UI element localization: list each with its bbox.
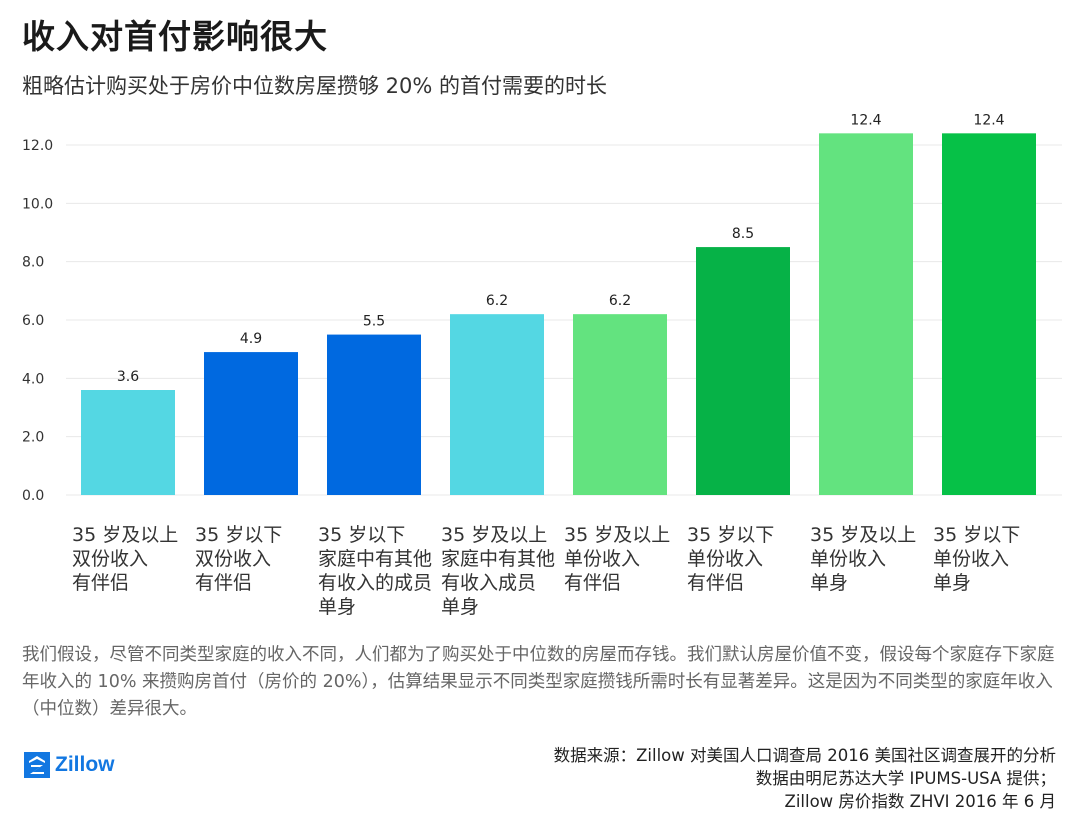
y-tick-label: 10.0 — [22, 196, 53, 212]
source-note: 数据来源：Zillow 对美国人口调查局 2016 美国社区调查展开的分析 数据… — [554, 744, 1056, 813]
bar — [204, 352, 298, 495]
bar — [450, 314, 544, 495]
bar — [819, 133, 913, 496]
bar-value-label: 3.6 — [117, 369, 139, 385]
bar-value-label: 12.4 — [850, 112, 881, 128]
zillow-logo-text: Zillow — [55, 753, 115, 776]
category-label: 35 岁以下 双份收入 有伴侣 — [195, 524, 283, 594]
y-tick-label: 6.0 — [22, 313, 44, 329]
bar — [942, 133, 1036, 496]
source-line: 数据由明尼苏达大学 IPUMS-USA 提供； — [755, 769, 1056, 788]
y-tick-label: 4.0 — [22, 371, 44, 387]
bar — [81, 390, 175, 495]
zillow-logo-icon — [24, 752, 50, 778]
category-label: 35 岁及以上 单份收入 单身 — [810, 524, 917, 594]
category-label: 35 岁以下 单份收入 单身 — [933, 524, 1021, 594]
zillow-logo: Zillow — [24, 752, 115, 778]
chart-subtitle: 粗略估计购买处于房价中位数房屋攒够 20% 的首付需要的时长 — [22, 74, 608, 98]
footnote-text: 我们假设，尽管不同类型家庭的收入不同，人们都为了购买处于中位数的房屋而存钱。我们… — [22, 645, 1055, 719]
y-tick-label: 2.0 — [22, 430, 44, 446]
category-label: 35 岁及以上 家庭中有其他 有收入成员 单身 — [441, 524, 556, 618]
bar-value-label: 4.9 — [240, 331, 262, 347]
chart-title: 收入对首付影响很大 — [22, 17, 328, 56]
y-tick-label: 12.0 — [22, 138, 53, 154]
source-line: Zillow 房价指数 ZHVI 2016 年 6 月 — [784, 792, 1056, 811]
bar — [696, 247, 790, 495]
category-label: 35 岁以下 家庭中有其他 有收入的成员 单身 — [318, 524, 433, 618]
category-label: 35 岁及以上 双份收入 有伴侣 — [72, 524, 179, 594]
bar-value-label: 12.4 — [973, 112, 1004, 128]
bar-value-label: 8.5 — [732, 226, 754, 242]
bar-value-label: 5.5 — [363, 314, 385, 330]
bar-value-label: 6.2 — [486, 293, 508, 309]
bar — [327, 334, 421, 495]
source-line: 数据来源：Zillow 对美国人口调查局 2016 美国社区调查展开的分析 — [553, 746, 1056, 765]
bar-chart: 0.0 2.0 4.0 6.0 8.0 10.0 12.0 3.6 4.9 5.5 6.2 6.2 8.… — [22, 112, 1062, 504]
y-tick-label: 0.0 — [22, 488, 44, 504]
bar — [573, 314, 667, 495]
bar-value-label: 6.2 — [609, 293, 631, 309]
y-tick-label: 8.0 — [22, 255, 44, 271]
category-label: 35 岁以下 单份收入 有伴侣 — [687, 524, 775, 594]
category-label: 35 岁及以上 单份收入 有伴侣 — [564, 524, 671, 594]
